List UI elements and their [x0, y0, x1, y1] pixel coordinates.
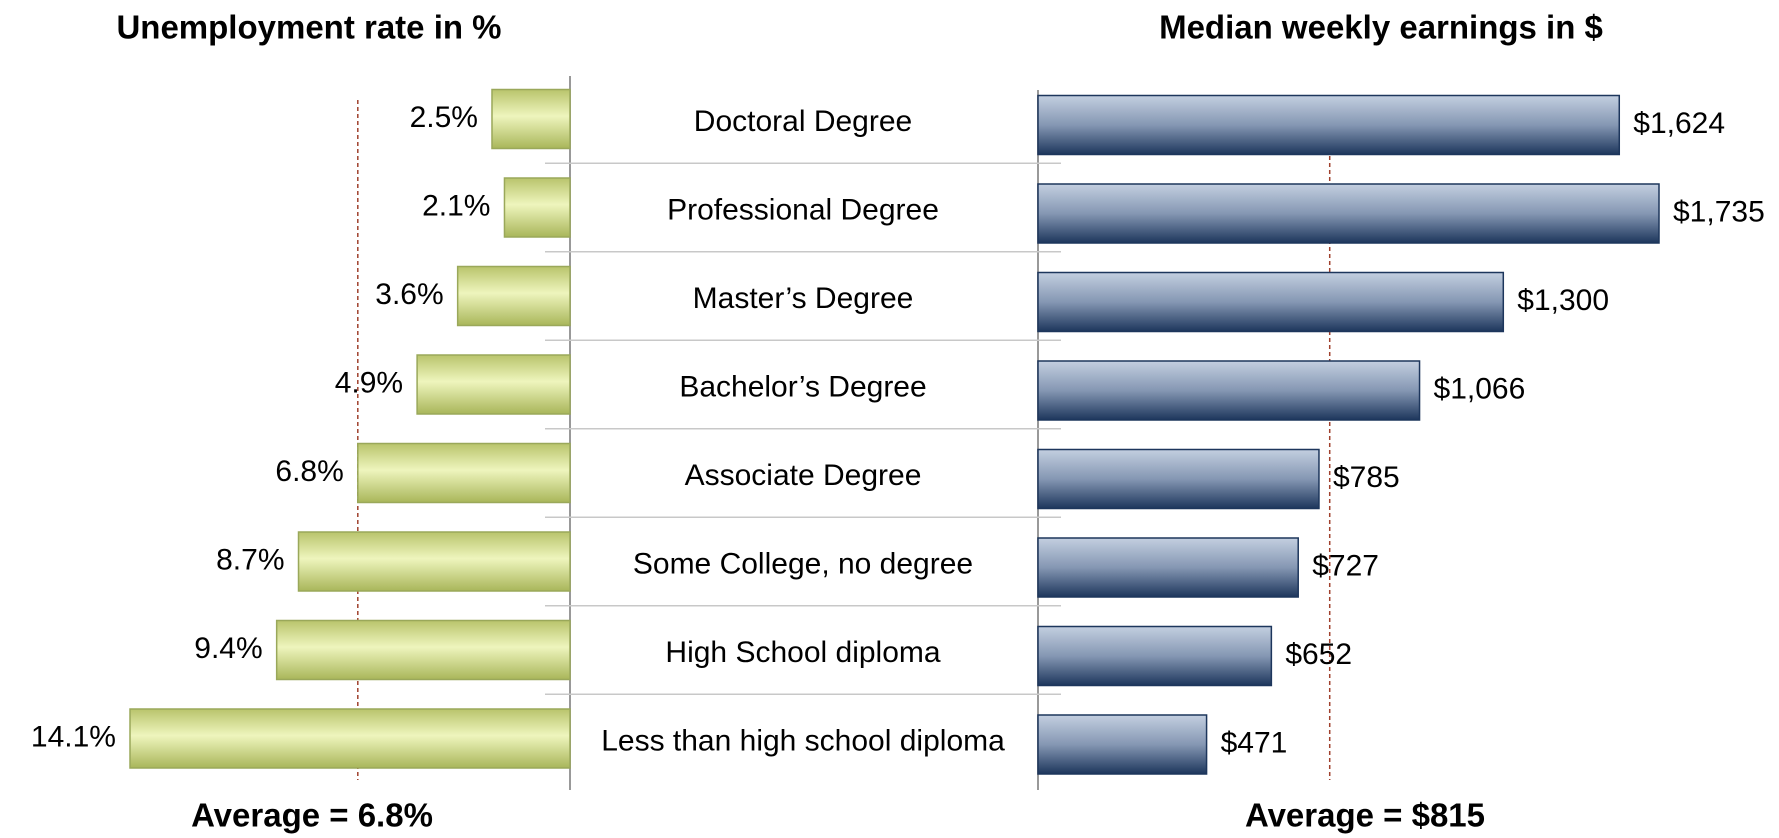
- category-label: Bachelor’s Degree: [679, 370, 926, 403]
- value-label: 4.9%: [335, 366, 403, 399]
- value-label: $471: [1221, 726, 1288, 759]
- value-label: $1,066: [1434, 372, 1526, 405]
- bar: [1037, 448, 1320, 510]
- bar: [1037, 183, 1660, 244]
- bar: [491, 88, 571, 150]
- category-label: Master’s Degree: [693, 282, 914, 315]
- bar: [1037, 360, 1421, 421]
- category-label: Less than high school diploma: [601, 724, 1005, 757]
- category-label: Professional Degree: [667, 193, 939, 226]
- bar: [1037, 94, 1621, 156]
- right-title: Median weekly earnings in $: [1159, 9, 1603, 46]
- bar: [1037, 714, 1208, 775]
- category-label: Doctoral Degree: [694, 105, 912, 138]
- category-label: Some College, no degree: [633, 547, 973, 580]
- category-label: High School diploma: [665, 636, 940, 669]
- value-label: 2.5%: [410, 101, 478, 134]
- bar: [1037, 625, 1273, 687]
- value-label: $652: [1285, 638, 1352, 671]
- value-label: 6.8%: [275, 455, 343, 488]
- value-label: 2.1%: [422, 189, 490, 222]
- value-label: 14.1%: [31, 720, 116, 753]
- value-label: $1,735: [1673, 195, 1765, 228]
- bar: [1037, 271, 1505, 333]
- bar: [503, 177, 571, 238]
- value-label: $785: [1333, 461, 1400, 494]
- value-label: $1,300: [1517, 284, 1609, 317]
- value-label: $1,624: [1633, 107, 1725, 140]
- value-label: 9.4%: [194, 632, 262, 665]
- left-title: Unemployment rate in %: [116, 9, 501, 46]
- category-label: Associate Degree: [685, 459, 922, 492]
- bar: [456, 265, 571, 327]
- left-average-label: Average = 6.8%: [191, 797, 433, 834]
- bar: [357, 442, 571, 504]
- bar: [297, 531, 571, 592]
- bar: [275, 619, 571, 681]
- bar: [1037, 537, 1299, 598]
- value-label: $727: [1312, 549, 1379, 582]
- value-label: 8.7%: [216, 543, 284, 576]
- bar: [129, 708, 571, 769]
- right-average-label: Average = $815: [1245, 797, 1485, 834]
- bar: [416, 354, 571, 415]
- value-label: 3.6%: [375, 278, 443, 311]
